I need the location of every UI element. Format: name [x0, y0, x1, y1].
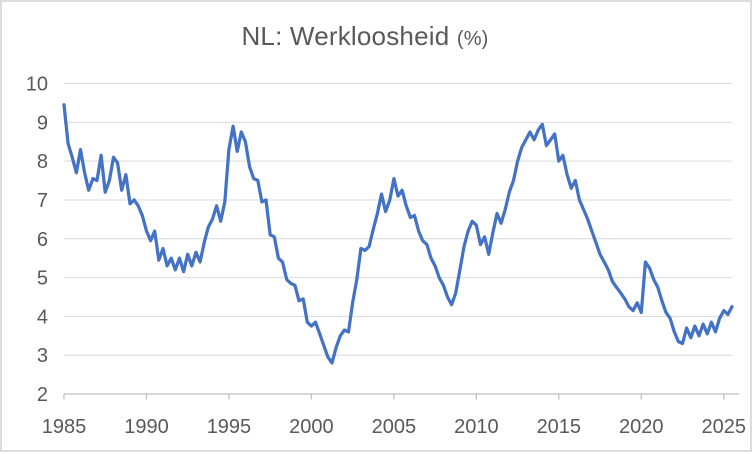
- chart-title: NL: Werkloosheid (%): [2, 18, 728, 57]
- x-tick-label-2010: 2010: [454, 416, 499, 438]
- y-tick-label-3: 3: [37, 345, 48, 367]
- x-tick-label-2020: 2020: [619, 416, 664, 438]
- y-tick-label-7: 7: [37, 190, 48, 212]
- chart-title-suffix: (%): [456, 28, 489, 50]
- x-tick-label-2015: 2015: [537, 416, 582, 438]
- x-tick-label-2025: 2025: [702, 416, 747, 438]
- y-tick-label-4: 4: [37, 306, 48, 328]
- x-tick-label-1990: 1990: [124, 416, 169, 438]
- y-tick-label-2: 2: [37, 384, 48, 406]
- data-line-0: [62, 103, 734, 365]
- y-tick-label-9: 9: [37, 112, 48, 134]
- y-tick-label-6: 6: [37, 229, 48, 251]
- y-tick-label-10: 10: [26, 74, 48, 96]
- x-tick-label-1995: 1995: [207, 416, 252, 438]
- x-tick-label-2000: 2000: [289, 416, 334, 438]
- chart-title-text: NL: Werkloosheid: [241, 21, 450, 51]
- x-tick-label-1985: 1985: [42, 416, 87, 438]
- y-tick-label-5: 5: [37, 268, 48, 290]
- x-tick-label-2005: 2005: [372, 416, 417, 438]
- y-tick-label-8: 8: [37, 151, 48, 173]
